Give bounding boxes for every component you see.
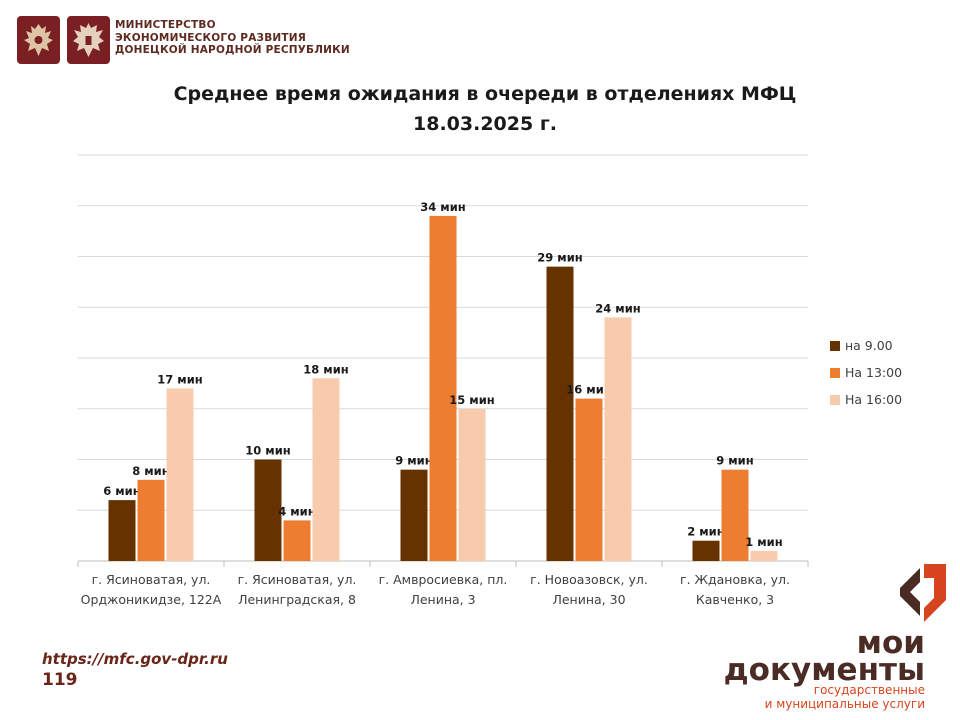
legend-swatch: [830, 368, 840, 378]
ministry-name: МИНИСТЕРСТВО ЭКОНОМИЧЕСКОГО РАЗВИТИЯ ДОН…: [115, 19, 350, 57]
bar: [604, 317, 632, 561]
data-label: 29 мин: [537, 251, 582, 265]
data-label: 34 мин: [420, 200, 465, 214]
data-label: 15 мин: [449, 393, 494, 407]
data-label: 24 мин: [595, 301, 640, 315]
x-tick-label: Ленина, 3: [410, 592, 475, 607]
bar: [312, 378, 340, 561]
x-tick-label: Ленинградская, 8: [238, 592, 356, 607]
ministry-line: МИНИСТЕРСТВО: [115, 19, 216, 31]
data-label: 1 мин: [745, 535, 782, 549]
data-label: 9 мин: [716, 454, 753, 468]
bar: [546, 266, 574, 561]
brand-name: мои документы: [723, 625, 925, 688]
data-label: 18 мин: [303, 362, 348, 376]
eagle-emblem-icon: [67, 16, 110, 64]
x-tick-label: Ленина, 30: [552, 592, 625, 607]
x-tick-label: г. Ждановка, ул.: [680, 572, 790, 587]
bar: [721, 469, 749, 561]
legend-swatch: [830, 341, 840, 351]
bar: [429, 215, 457, 561]
data-label: 9 мин: [395, 454, 432, 468]
coat-of-arms-icon: [17, 16, 60, 64]
bar: [254, 459, 282, 561]
x-tick-label: г. Амвросиевка, пл.: [379, 572, 508, 587]
bar: [400, 469, 428, 561]
brand-tagline: государственные и муниципальные услуги: [765, 683, 925, 711]
data-label: 10 мин: [245, 444, 290, 458]
bar: [692, 540, 720, 561]
brand-tagline-line: государственные: [813, 683, 925, 697]
page-number: 119: [42, 670, 78, 690]
x-tick-label: г. Новоазовск, ул.: [530, 572, 648, 587]
bar: [108, 500, 136, 561]
data-label: 17 мин: [157, 372, 202, 386]
ministry-line: ЭКОНОМИЧЕСКОГО РАЗВИТИЯ: [115, 31, 307, 44]
legend-swatch: [830, 395, 840, 405]
legend-label: На 16:00: [845, 392, 902, 407]
bar: [458, 408, 486, 561]
moi-dokumenty-logo-icon: [900, 564, 946, 622]
x-tick-label: г. Ясиноватая, ул.: [238, 572, 357, 587]
bar: [750, 550, 778, 561]
x-tick-label: Орджоникидзе, 122А: [81, 592, 222, 607]
bar: [283, 520, 311, 561]
bar: [166, 388, 194, 561]
legend-label: на 9.00: [845, 338, 893, 353]
x-tick-label: г. Ясиноватая, ул.: [92, 572, 211, 587]
brand-name-line: документы: [723, 652, 925, 688]
chart-subtitle: 18.03.2025 г.: [413, 113, 557, 135]
brand-tagline-line: и муниципальные услуги: [764, 697, 925, 711]
legend-label: На 13:00: [845, 365, 902, 380]
data-label: 8 мин: [132, 464, 169, 478]
data-label: 16 мин: [566, 383, 611, 397]
chart-title: Среднее время ожидания в очереди в отдел…: [173, 83, 797, 105]
x-tick-label: Кавченко, 3: [696, 592, 774, 607]
brand-name-line: мои: [856, 625, 925, 661]
footer-url: https://mfc.gov-dpr.ru: [42, 650, 228, 668]
data-label: 6 мин: [103, 484, 140, 498]
bar: [137, 479, 165, 561]
data-label: 4 мин: [278, 504, 315, 518]
data-label: 2 мин: [687, 525, 724, 539]
ministry-line: ДОНЕЦКОЙ НАРОДНОЙ РЕСПУБЛИКИ: [115, 44, 350, 56]
bar: [575, 398, 603, 561]
